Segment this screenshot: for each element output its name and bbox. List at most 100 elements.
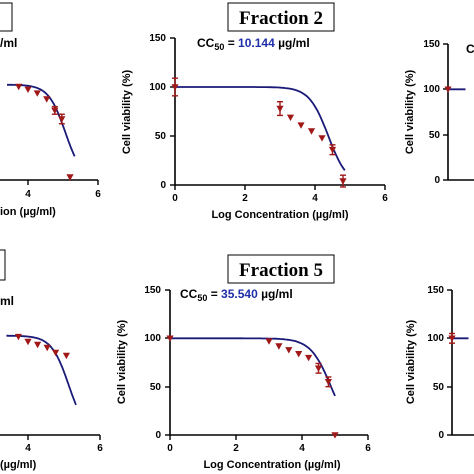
data-point (276, 105, 284, 113)
data-point (171, 84, 179, 91)
y-tick-label: 0 (434, 175, 440, 186)
cc50-label: C (466, 42, 474, 56)
data-point (24, 338, 32, 346)
x-tick-label: 4 (25, 443, 31, 454)
plot-area (171, 77, 347, 188)
data-point (52, 349, 60, 357)
x-axis-label: ion (µg/ml) (0, 206, 56, 218)
x-axis-label: (µg/ml) (0, 459, 37, 471)
title-box (0, 2, 13, 32)
plot-area (166, 335, 339, 439)
title-box (227, 2, 335, 32)
panel-left-bottom: ml 4 6 (µg/ml) (0, 249, 103, 471)
plot-area (7, 83, 76, 181)
data-point (328, 146, 337, 154)
x-tick-label: 0 (167, 443, 173, 454)
x-tick-label: 2 (233, 443, 239, 454)
x-axis-label: Log Concentration (µg/ml) (203, 459, 340, 471)
cc50-label: CC (180, 287, 198, 301)
plot-area (444, 86, 466, 93)
data-point (444, 86, 452, 93)
y-tick-label: 100 (149, 82, 166, 93)
y-axis-label: Cell viability (%) (404, 69, 416, 154)
fit-curve (175, 86, 346, 171)
cc50-equals: = (224, 36, 238, 50)
cc50-annotation: CC50 = 10.144 µg/ml (197, 36, 310, 52)
title-box (0, 249, 6, 281)
data-point (331, 432, 339, 439)
x-tick-label: 6 (382, 193, 388, 204)
data-point (43, 96, 51, 103)
cc50-unit: µg/ml (275, 36, 310, 50)
cc50-value: 35.540 (221, 287, 258, 301)
data-point (43, 344, 51, 352)
y-tick-label: 50 (150, 382, 162, 393)
data-point (62, 352, 70, 360)
plot-area (448, 332, 469, 344)
fit-curve (170, 337, 336, 397)
y-tick-label: 0 (155, 430, 161, 441)
cc50-unit: ml (0, 294, 14, 308)
data-point (305, 354, 313, 362)
cc50-label: CC (197, 36, 215, 50)
panel-title: Fraction 2 (239, 8, 323, 29)
panel-left-top: /ml 4 6 ion (µg/ml) (0, 2, 101, 218)
y-axis-label: Cell viability (%) (116, 319, 128, 404)
data-point (24, 86, 32, 93)
x-tick-label: 2 (242, 193, 248, 204)
y-tick-label: 50 (155, 131, 167, 142)
cc50-equals: = (207, 287, 221, 301)
data-point (58, 116, 66, 123)
data-point (285, 347, 293, 354)
y-tick-label: 0 (160, 180, 166, 191)
cc50-unit: /ml (0, 36, 17, 50)
y-tick-label: 0 (438, 430, 444, 441)
fit-curve (7, 83, 76, 157)
title-box (227, 254, 335, 284)
y-tick-label: 150 (423, 39, 440, 50)
x-tick-label: 4 (25, 189, 31, 200)
cc50-annotation: CC50 = 35.540 µg/ml (180, 287, 293, 303)
y-axis-label: Cell viability (%) (405, 319, 417, 404)
x-tick-label: 4 (312, 193, 318, 204)
data-point (448, 335, 456, 342)
data-point (51, 107, 59, 114)
x-tick-label: 6 (97, 443, 103, 454)
cc50-subscript: 50 (197, 293, 207, 303)
data-point (275, 343, 283, 350)
y-axis-label: Cell viability (%) (121, 69, 133, 154)
cc50-subscript: 50 (214, 42, 224, 52)
y-tick-label: 100 (423, 84, 440, 95)
plot-area (6, 333, 77, 406)
panel-right-top: C 150 100 50 0 Cell viability (%) (404, 39, 474, 186)
cc50-unit: µg/ml (258, 287, 293, 301)
y-tick-label: 50 (429, 130, 441, 141)
y-tick-label: 50 (433, 382, 445, 393)
data-point (295, 351, 303, 358)
y-tick-label: 150 (427, 285, 444, 296)
panel-fraction-5: Fraction 5 CC50 = 35.540 µg/ml 150 100 5… (116, 254, 371, 471)
y-tick-label: 100 (144, 333, 161, 344)
panel-title: Fraction 5 (239, 260, 323, 281)
data-point (339, 178, 347, 185)
data-point (318, 135, 326, 142)
data-point (307, 128, 316, 135)
data-point (297, 122, 305, 129)
y-tick-label: 150 (144, 285, 161, 296)
panel-right-bottom: 150 100 50 0 Cell viability (%) (405, 285, 474, 441)
x-tick-label: 6 (365, 443, 371, 454)
data-point (15, 83, 23, 91)
panel-fraction-2: Fraction 2 CC50 = 10.144 µg/ml 150 100 5… (121, 2, 388, 221)
fit-curve (6, 334, 77, 406)
x-tick-label: 0 (172, 193, 178, 204)
x-tick-label: 6 (95, 189, 101, 200)
data-point (166, 335, 174, 342)
x-tick-label: 4 (299, 443, 305, 454)
y-tick-label: 150 (149, 33, 166, 44)
cc50-value: 10.144 (238, 36, 275, 50)
data-point (314, 365, 323, 372)
data-point (14, 333, 22, 341)
data-point (34, 341, 42, 349)
data-point (265, 338, 273, 345)
